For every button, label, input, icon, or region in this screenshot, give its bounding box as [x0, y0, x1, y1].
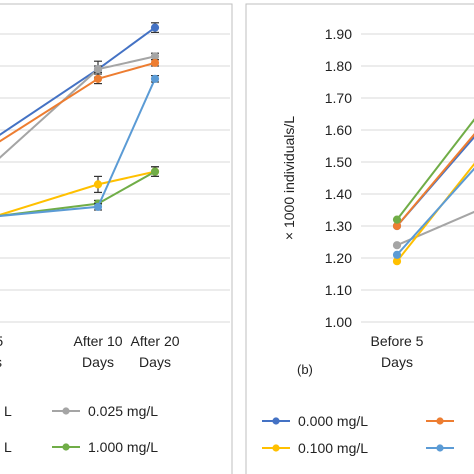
panel-b-label: (b) [297, 362, 313, 377]
series-line [396, 118, 474, 221]
y-tick-label: 1.20 [325, 250, 352, 266]
series-line [396, 167, 474, 256]
panel-a-legend: L 0.025 mg/L L 1.000 mg/L [4, 403, 158, 455]
panel-b-series [392, 118, 474, 266]
y-tick-label: 1.50 [325, 154, 352, 170]
data-point [392, 215, 402, 224]
y-tick-label: 1.60 [325, 122, 352, 138]
x-tick-label: Days [139, 354, 171, 370]
y-tick-label: 1.30 [325, 218, 352, 234]
x-tick-label: r 5 [0, 333, 3, 349]
panel-a-chart: r 5 ys After 10 Days After 20 Days L 0.025 mg/… [0, 22, 230, 455]
legend-marker-dot [272, 444, 280, 452]
y-tick-label: 1.00 [325, 314, 352, 330]
y-tick-label: 1.90 [325, 26, 352, 42]
data-point [150, 167, 160, 176]
legend-marker-dot [62, 443, 70, 451]
panel-b-y-axis-label: × 1000 individuals/L [281, 116, 297, 240]
data-point [150, 74, 160, 83]
legend-entry-label: 1.000 mg/L [88, 439, 158, 455]
legend-entry-label: L [4, 403, 12, 419]
series-line [396, 133, 474, 227]
legend-marker-dot [436, 444, 444, 452]
data-point [93, 65, 103, 74]
y-tick-label: 1.70 [325, 90, 352, 106]
data-point [93, 74, 103, 83]
y-tick-label: 1.10 [325, 282, 352, 298]
y-tick-label: 1.80 [325, 58, 352, 74]
y-tick-label: 1.40 [325, 186, 352, 202]
legend-marker-dot [272, 417, 280, 425]
data-point [150, 23, 160, 32]
panel-a-series [0, 22, 160, 217]
data-point [93, 180, 103, 189]
legend-marker-dot [62, 407, 70, 415]
data-point [93, 202, 103, 211]
panel-a-x-tick-labels: r 5 ys After 10 Days After 20 Days [0, 333, 180, 370]
legend-entry-label: 0.025 mg/L [88, 403, 158, 419]
panel-b-x-tick-labels: Before 5DaysPesApD [371, 333, 474, 370]
legend-entry-label: 0.000 mg/L [298, 413, 368, 429]
panel-b-gridlines [361, 33, 474, 323]
panel-a-frame [0, 3, 233, 474]
x-tick-label: Days [82, 354, 114, 370]
x-tick-label: Days [381, 354, 413, 370]
x-tick-label: Before 5 [371, 333, 424, 349]
x-tick-label: After 10 [73, 333, 122, 349]
legend-entry-label: 0.100 mg/L [298, 440, 368, 456]
x-tick-label: After 20 [130, 333, 179, 349]
panel-b-frame [245, 3, 474, 474]
panel-b-chart: 1.90 1.80 1.70 1.60 1.50 1.40 1.30 1.20 1.10 1.00… [262, 26, 474, 456]
data-point [150, 58, 160, 67]
panel-b-y-tick-labels: 1.90 1.80 1.70 1.60 1.50 1.40 1.30 1.20 1.10 1.00 [325, 26, 352, 330]
data-point [392, 241, 402, 250]
legend-marker-dot [436, 417, 444, 425]
panel-b-legend: 0.000 mg/L 0.100 mg/L [262, 413, 454, 456]
legend-entry-label: L [4, 439, 12, 455]
data-point [392, 250, 402, 259]
x-tick-label: ys [0, 354, 2, 370]
